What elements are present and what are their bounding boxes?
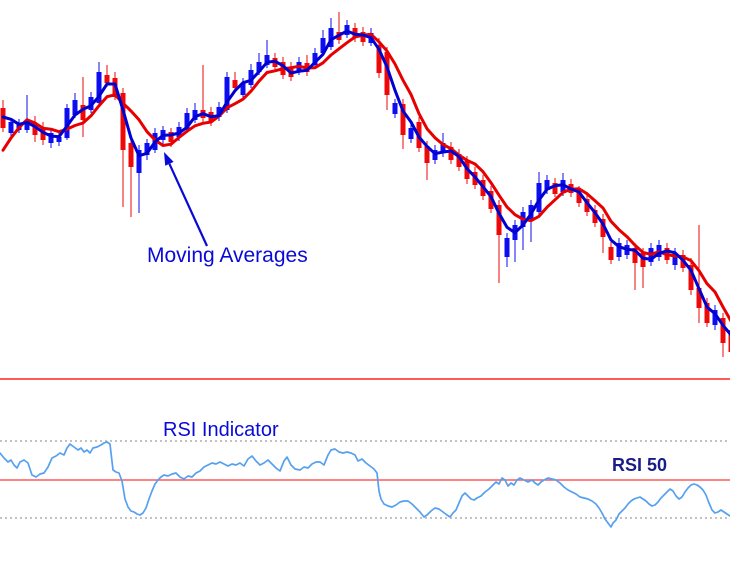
annotation-arrow	[164, 152, 209, 247]
candlesticks	[0, 12, 730, 357]
rsi-50-label: RSI 50	[612, 455, 668, 475]
rsi-indicator-line	[0, 441, 730, 528]
moving-average-lines	[1, 29, 730, 337]
level-lines	[0, 378, 730, 519]
moving-averages-label: Moving Averages	[147, 244, 308, 267]
rsi-indicator-label: RSI Indicator	[163, 419, 279, 441]
